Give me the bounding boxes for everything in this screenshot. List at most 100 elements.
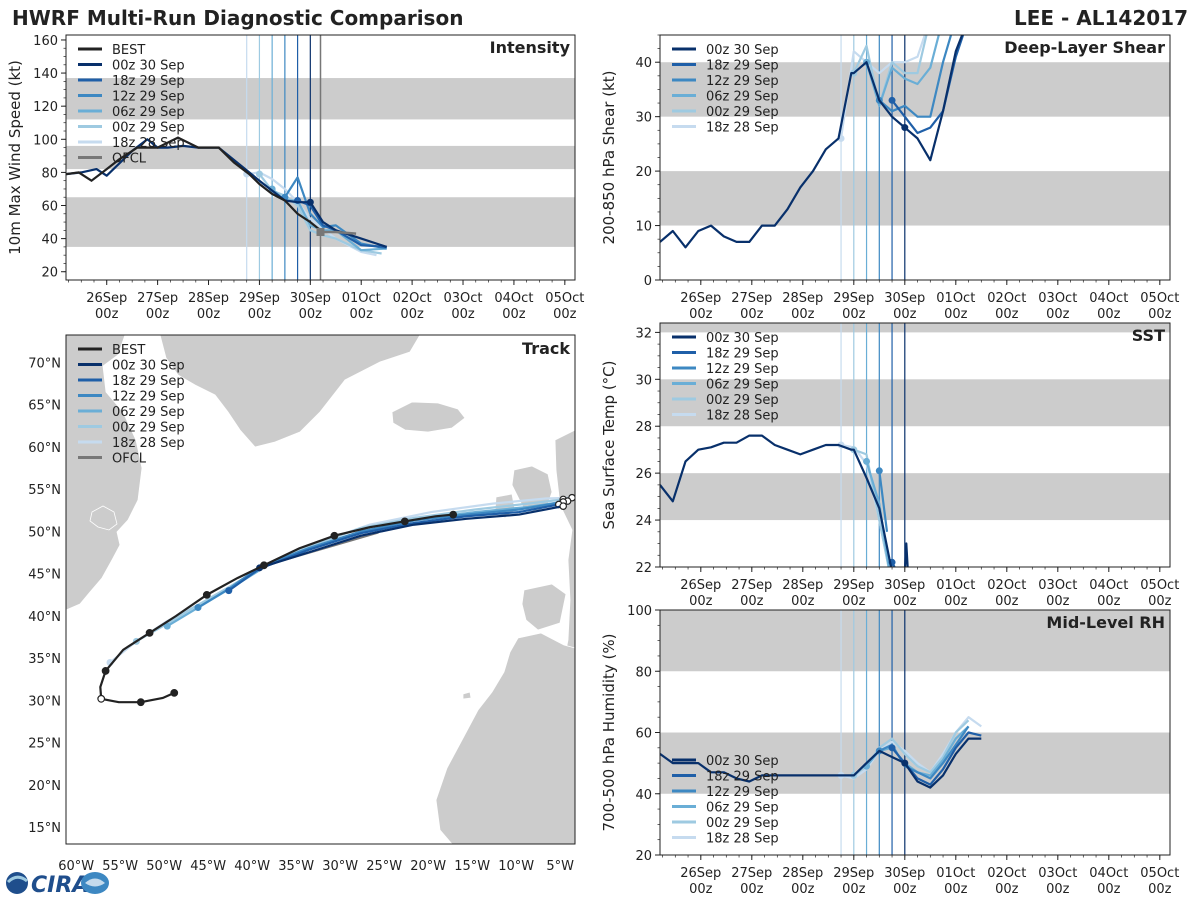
sst-ytick-label: 32 <box>635 326 652 341</box>
sst-panel: 22242628303226Sep00z27Sep00z28Sep00z29Se… <box>600 322 1179 609</box>
rh-ytick-label: 80 <box>635 665 652 680</box>
intensity-xtick-hour: 00z <box>197 307 221 322</box>
track-forecast-line-2 <box>197 500 564 609</box>
sst-xtick-day: 27Sep <box>731 578 772 593</box>
shear-series-line-4 <box>852 35 928 107</box>
intensity-ytick-label: 120 <box>33 100 58 115</box>
sst-legend-label: 18z 29 Sep <box>706 347 779 362</box>
sst-xtick-day: 02Oct <box>987 578 1026 593</box>
sst-ytick-label: 30 <box>635 373 652 388</box>
track-best-point <box>136 698 145 707</box>
track-lat-label: 45°N <box>28 568 61 583</box>
shear-xtick-day: 05Oct <box>1140 291 1179 306</box>
track-frame <box>65 334 576 845</box>
intensity-xtick-hour: 00z <box>553 307 577 322</box>
figure-title: HWRF Multi-Run Diagnostic Comparison <box>12 6 463 30</box>
intensity-xtick-day: 02Oct <box>393 291 432 306</box>
rh-plot-area <box>660 610 982 855</box>
africa-land <box>435 632 575 844</box>
sst-xtick-day: 01Oct <box>936 578 975 593</box>
sst-xtick-hour: 00z <box>893 594 917 609</box>
shear-ytick-label: 40 <box>635 56 652 71</box>
intensity-best-line <box>66 136 322 232</box>
sst-xtick-hour: 00z <box>1148 594 1172 609</box>
track-lon-label: 20°W <box>410 859 446 874</box>
sst-legend-label: 18z 28 Sep <box>706 409 779 424</box>
intensity-legend-label: OFCL <box>112 152 147 167</box>
sst-xtick-day: 03Oct <box>1038 578 1077 593</box>
track-legend-label: BEST <box>112 343 145 358</box>
intensity-xtick-hour: 00z <box>400 307 424 322</box>
sst-band-1 <box>660 379 1170 427</box>
track-best-point <box>145 628 154 637</box>
intensity-ytick-label: 20 <box>41 266 58 281</box>
shear-series-line-1 <box>891 35 965 135</box>
track-best-point <box>400 517 409 526</box>
rh-xtick-hour: 00z <box>842 882 866 897</box>
rh-init-point-0 <box>901 759 909 767</box>
track-best-line <box>99 513 454 704</box>
track-lat-label: 65°N <box>28 399 61 414</box>
sst-band-0 <box>660 473 1170 521</box>
rh-legend-label: 18z 28 Sep <box>706 832 779 847</box>
track-lon-label: 45°W <box>190 859 226 874</box>
track-lat-label: 55°N <box>28 483 61 498</box>
rh-xtick-day: 05Oct <box>1140 866 1179 881</box>
shear-band-0 <box>660 171 1170 226</box>
shear-xtick-hour: 00z <box>842 307 866 322</box>
shear-legend-label: 00z 29 Sep <box>706 105 779 120</box>
shear-series-line-3 <box>865 35 940 107</box>
track-lat-label: 25°N <box>28 737 61 752</box>
shear-xtick-hour: 00z <box>944 307 968 322</box>
rh-legend-label: 12z 29 Sep <box>706 785 779 800</box>
cira-globe-icon <box>6 872 28 894</box>
iceland-land <box>391 401 466 433</box>
shear-xtick-hour: 00z <box>791 307 815 322</box>
intensity-init-point-4 <box>255 170 263 178</box>
sst-band-2 <box>660 323 1170 333</box>
track-best-point <box>449 510 458 519</box>
sst-xtick-day: 30Sep <box>884 578 925 593</box>
shear-ytick-label: 0 <box>644 274 652 289</box>
rh-xtick-hour: 00z <box>740 882 764 897</box>
rh-xtick-day: 27Sep <box>731 866 772 881</box>
shear-xtick-hour: 00z <box>1097 307 1121 322</box>
sst-legend-label: 12z 29 Sep <box>706 362 779 377</box>
track-legend-label: 18z 28 Sep <box>112 436 185 451</box>
track-lat-label: 50°N <box>28 525 61 540</box>
intensity-ytick-label: 160 <box>33 34 58 49</box>
shear-legend-label: 18z 29 Sep <box>706 59 779 74</box>
rh-band-1 <box>660 610 1170 672</box>
shear-xtick-hour: 00z <box>1148 307 1172 322</box>
rh-legend-label: 06z 29 Sep <box>706 801 779 816</box>
sst-series-line-4 <box>853 448 890 567</box>
track-legend-label: OFCL <box>112 452 147 467</box>
shear-xtick-hour: 00z <box>1046 307 1070 322</box>
track-lat-label: 40°N <box>28 610 61 625</box>
rh-ytick-label: 60 <box>635 727 652 742</box>
shear-panel: 01020304026Sep00z27Sep00z28Sep00z29Sep00… <box>600 34 1179 322</box>
intensity-legend-label: 06z 29 Sep <box>112 105 185 120</box>
intensity-ylabel: 10m Max Wind Speed (kt) <box>6 60 24 255</box>
track-lon-label: 60°W <box>58 859 94 874</box>
intensity-xtick-day: 30Sep <box>290 291 331 306</box>
track-lon-label: 5°W <box>546 859 574 874</box>
shear-xtick-day: 01Oct <box>936 291 975 306</box>
sst-xtick-hour: 00z <box>740 594 764 609</box>
intensity-xtick-hour: 00z <box>350 307 374 322</box>
storm-id: LEE - AL142017 <box>1014 6 1188 30</box>
intensity-ytick-label: 80 <box>41 166 58 181</box>
track-legend-label: 18z 29 Sep <box>112 374 185 389</box>
sst-xtick-hour: 00z <box>995 594 1019 609</box>
shear-xtick-hour: 00z <box>689 307 713 322</box>
sst-legend-label: 00z 30 Sep <box>706 331 779 346</box>
shear-band-1 <box>660 62 1170 117</box>
track-best-point <box>170 688 179 697</box>
shear-xtick-day: 29Sep <box>833 291 874 306</box>
rh-ytick-label: 40 <box>635 788 652 803</box>
shear-xtick-day: 28Sep <box>782 291 823 306</box>
sst-xtick-day: 04Oct <box>1089 578 1128 593</box>
track-lon-label: 35°W <box>278 859 314 874</box>
intensity-legend-label: 18z 28 Sep <box>112 136 185 151</box>
